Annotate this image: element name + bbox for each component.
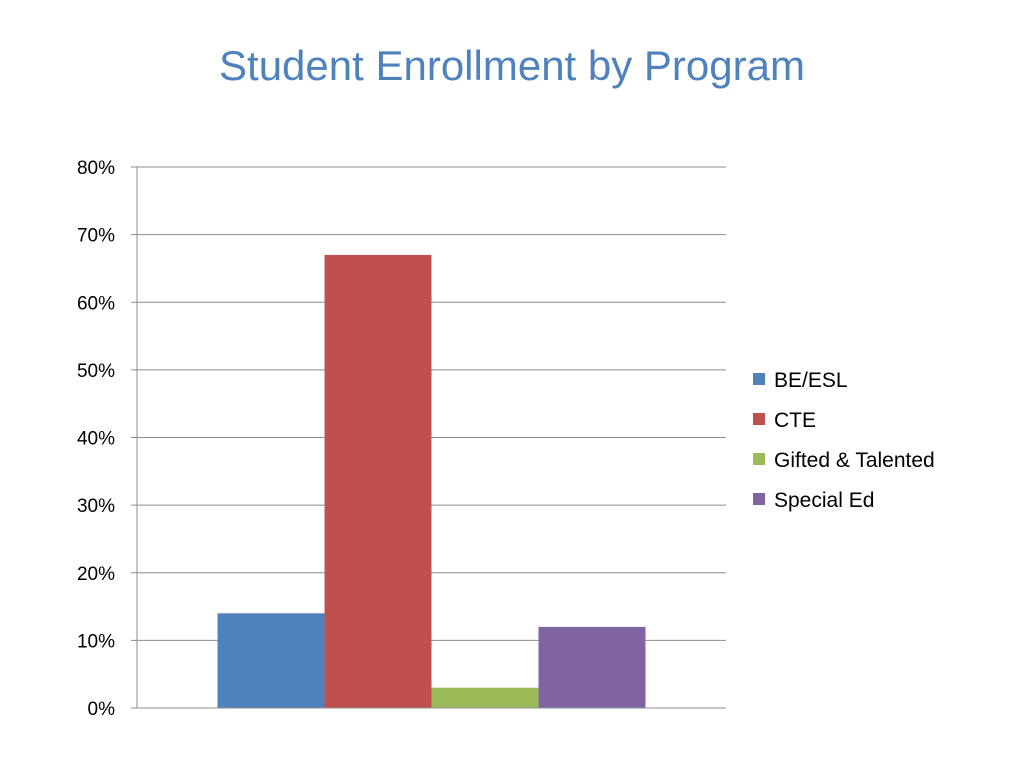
legend-label: Gifted & Talented [774,449,935,472]
legend-swatch [753,413,765,425]
y-tick-label: 40% [77,429,115,450]
legend-label: BE/ESL [774,369,848,392]
legend-label: Special Ed [774,489,874,512]
chart-title: Student Enrollment by Program [219,42,805,89]
y-tick-labels: 0% 10% 20% 30% 40% 50% 60% 70% 80% [77,158,115,720]
y-tick-label: 20% [77,564,115,585]
legend-swatch [753,373,765,385]
y-tick-label: 30% [77,496,115,517]
y-tick-label: 70% [77,226,115,247]
legend-swatch [753,493,765,505]
y-tick-label: 80% [77,158,115,179]
bar-be-esl [217,613,325,708]
legend-label: CTE [774,409,816,432]
y-tick-label: 0% [88,699,116,720]
legend-swatch [753,453,765,465]
axes [131,166,726,709]
bar-gifted-talented [431,687,539,708]
y-tick-label: 10% [77,631,115,652]
legend: BE/ESL CTE Gifted & Talented Special Ed [753,369,935,512]
y-tick-label: 60% [77,293,115,314]
bar-special-ed [538,626,646,708]
y-tick-label: 50% [77,361,115,382]
bars [217,254,646,708]
bar-cte [324,254,432,708]
